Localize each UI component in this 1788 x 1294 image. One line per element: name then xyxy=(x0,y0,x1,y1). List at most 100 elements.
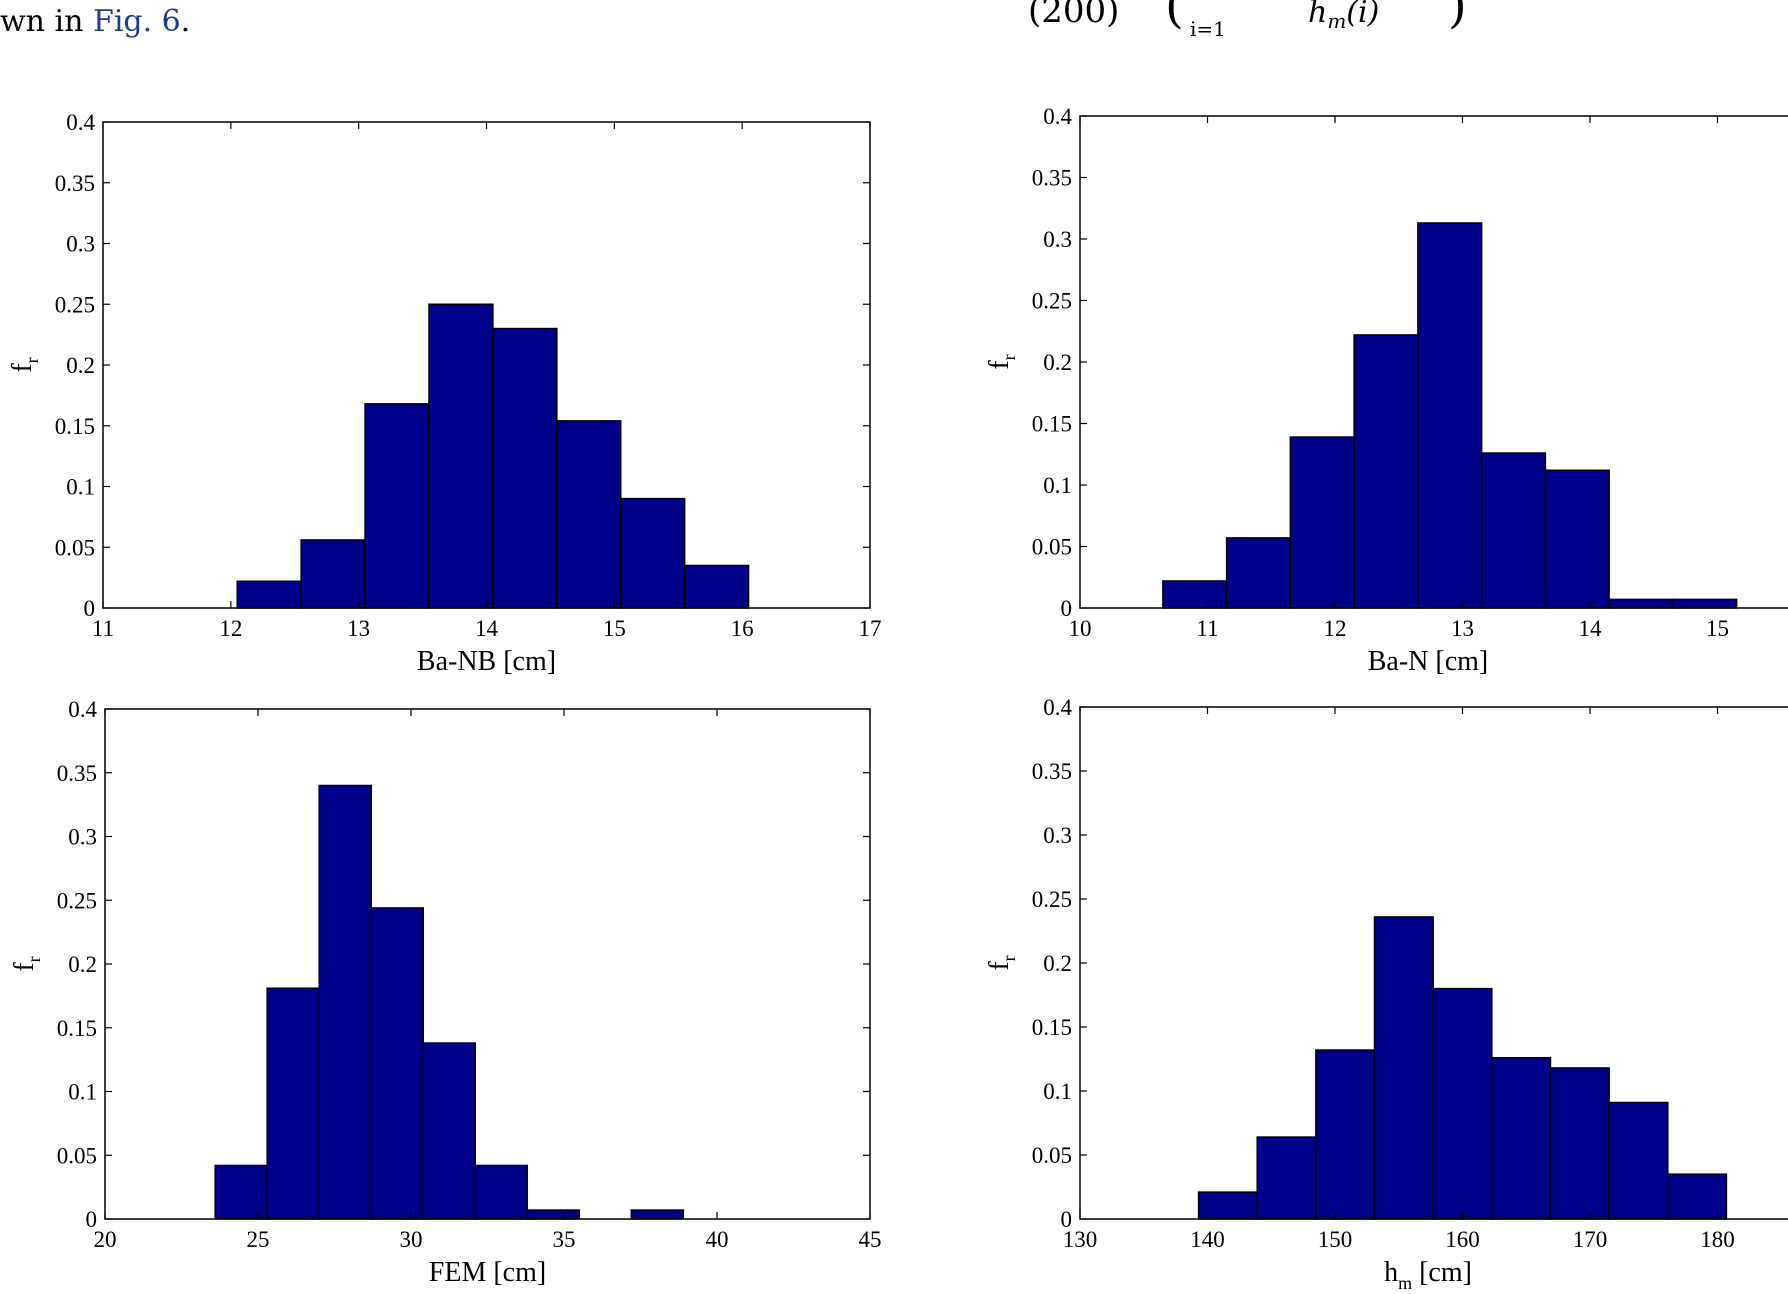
x-tick-label: 35 xyxy=(553,1227,576,1252)
y-tick-label: 0.4 xyxy=(1043,695,1072,720)
histogram-bar xyxy=(1289,436,1355,609)
histogram-bar xyxy=(630,1209,685,1220)
x-tick-label: 25 xyxy=(247,1227,270,1252)
y-tick-label: 0.15 xyxy=(1032,1015,1072,1040)
equation-left-term: (200) xyxy=(1028,0,1119,31)
x-tick-label: 20 xyxy=(94,1227,117,1252)
histogram-bar xyxy=(1491,1056,1552,1220)
x-axis-label: Ba-NB [cm] xyxy=(417,646,556,677)
x-tick-label: 180 xyxy=(1700,1227,1735,1252)
y-tick-label: 0.1 xyxy=(1043,473,1072,498)
body-text-fragment: wn in Fig. 6. xyxy=(0,4,190,39)
x-tick-label: 14 xyxy=(475,616,499,641)
histogram-bar xyxy=(214,1164,268,1220)
x-tick-label: 10 xyxy=(1069,616,1092,641)
histogram-bar xyxy=(1417,222,1483,609)
y-tick-label: 0.3 xyxy=(68,825,97,850)
y-tick-label: 0.35 xyxy=(57,761,97,786)
charts-group: 11 12 13 14 15 16 1700.050.10.150.20.250.30.35… xyxy=(7,104,1788,1293)
y-tick-label: 0.25 xyxy=(1032,289,1072,314)
x-tick-label: 11 xyxy=(1196,616,1218,641)
y-tick-label: 0.15 xyxy=(1032,412,1072,437)
x-tick-label: 17 xyxy=(859,616,882,641)
chart-ba-nb: 11 12 13 14 15 16 17 0 0.05 0.1 0.15 0.2 0.25 0.3 0.35… xyxy=(7,110,882,677)
figure-link[interactable]: Fig. 6 xyxy=(93,4,181,39)
histogram-bar xyxy=(370,907,424,1220)
x-tick-label: 11 xyxy=(92,616,114,641)
y-tick-label: 0.3 xyxy=(1043,823,1072,848)
equation-open-paren: ( xyxy=(1165,0,1184,34)
x-tick-label: 15 xyxy=(603,616,626,641)
y-tick-label: 0.35 xyxy=(1032,166,1072,191)
y-axis-label: fr xyxy=(984,955,1019,970)
y-axis-label: fr xyxy=(7,357,42,372)
histogram-bar xyxy=(1667,1173,1728,1220)
histogram-bar xyxy=(619,497,686,609)
y-tick-label: 0.2 xyxy=(1043,951,1072,976)
y-tick-label: 0 xyxy=(86,1207,98,1232)
y-tick-label: 0.05 xyxy=(55,535,95,560)
y-tick-label: 0.2 xyxy=(66,353,95,378)
x-axis-label: FEM [cm] xyxy=(429,1257,546,1288)
y-tick-label: 0 xyxy=(1061,1207,1073,1232)
y-tick-label: 0.1 xyxy=(68,1080,97,1105)
histogram-bar xyxy=(428,303,494,609)
equation-fragment: (200) ( i=1 hm(i) ) xyxy=(1028,0,1467,41)
y-tick-label: 0.25 xyxy=(1032,887,1072,912)
histogram-bar xyxy=(236,580,302,609)
y-axis-label: fr xyxy=(9,956,44,971)
y-tick-label: 0.25 xyxy=(55,292,95,317)
x-tick-label: 16 xyxy=(731,616,754,641)
equation-close-paren: ) xyxy=(1448,0,1467,34)
histogram-bar xyxy=(1608,598,1674,609)
y-axis-label: fr xyxy=(984,354,1019,369)
histogram-bar xyxy=(1256,1136,1317,1220)
x-tick-label: 30 xyxy=(400,1227,423,1252)
x-axis-label: hm [cm] xyxy=(1384,1257,1472,1293)
y-tick-label: 0.4 xyxy=(68,697,97,722)
histogram-bar xyxy=(492,327,558,609)
histogram-bar xyxy=(1544,469,1610,609)
histogram-bar xyxy=(1432,987,1493,1220)
x-tick-label: 45 xyxy=(859,1227,882,1252)
y-tick-label: 0 xyxy=(84,596,96,621)
y-tick-label: 0.15 xyxy=(55,414,95,439)
chart-fem: 20 25 30 35 40 45 0 0.05 0.1 0.15 0.2 0.25 0.3 0.35 0.… xyxy=(9,697,882,1288)
y-tick-label: 0.05 xyxy=(1032,535,1072,560)
x-tick-label: 160 xyxy=(1445,1227,1480,1252)
histogram-bar xyxy=(1480,452,1547,609)
x-tick-label: 13 xyxy=(1451,616,1474,641)
equation-lower-index: i=1 xyxy=(1190,17,1226,41)
y-tick-label: 0.4 xyxy=(1043,104,1072,129)
histogram-bar xyxy=(1353,334,1419,609)
histogram-bar xyxy=(300,539,366,609)
histogram-bar xyxy=(474,1164,529,1220)
x-tick-label: 14 xyxy=(1579,616,1603,641)
y-tick-label: 0.25 xyxy=(57,888,97,913)
axes-frame xyxy=(104,708,871,1220)
x-tick-label: 40 xyxy=(706,1227,729,1252)
histogram-bar xyxy=(1162,580,1228,609)
histogram-bar xyxy=(318,784,372,1220)
body-text-end: . xyxy=(180,4,191,39)
y-tick-label: 0.3 xyxy=(1043,227,1072,252)
x-tick-label: 12 xyxy=(219,616,242,641)
y-tick-label: 0.2 xyxy=(68,952,97,977)
chart-hm: 13014015016017018019000.050.10.150.20.25… xyxy=(984,695,1788,1293)
histogram-bar xyxy=(1549,1067,1610,1220)
histogram-bar xyxy=(526,1209,581,1220)
histogram-bar xyxy=(1315,1049,1376,1220)
y-tick-label: 0.35 xyxy=(55,171,95,196)
y-tick-label: 0.05 xyxy=(57,1143,97,1168)
y-tick-label: 0.35 xyxy=(1032,759,1072,784)
y-tick-label: 0.1 xyxy=(1043,1079,1072,1104)
y-tick-label: 0.4 xyxy=(66,110,95,135)
x-tick-label: 150 xyxy=(1318,1227,1353,1252)
x-tick-label: 170 xyxy=(1573,1227,1608,1252)
chart-ba-n: 1011121314151600.050.10.150.20.250.30.35… xyxy=(984,104,1788,677)
y-tick-label: 0.2 xyxy=(1043,350,1072,375)
y-tick-label: 0.1 xyxy=(66,475,95,500)
histogram-bar xyxy=(1608,1101,1669,1220)
y-tick-label: 0 xyxy=(1061,596,1073,621)
histogram-bar xyxy=(556,420,622,609)
